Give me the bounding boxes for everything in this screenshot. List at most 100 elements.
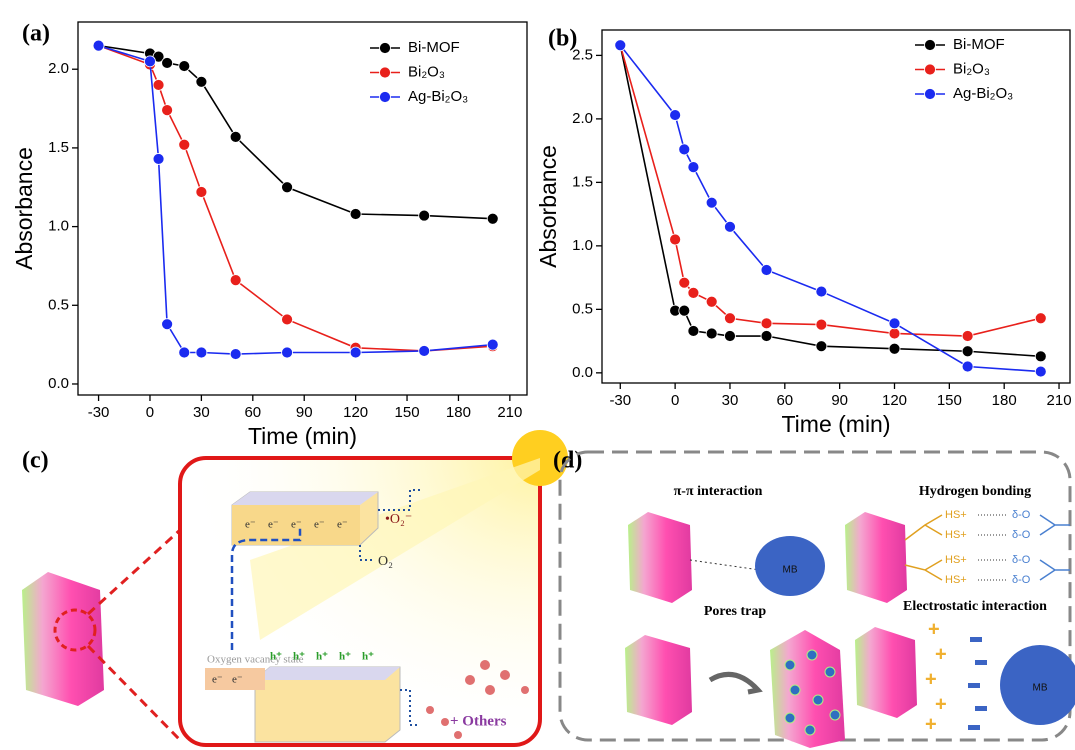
x-tick-label: 120: [343, 404, 368, 421]
trapped-molecules: [784, 649, 841, 736]
y-tick-label: 0.0: [48, 375, 69, 392]
data-point: [724, 220, 736, 233]
donor: HS+: [945, 509, 967, 521]
mb-molecule: [1000, 645, 1075, 725]
mb-label: MB: [1033, 683, 1048, 694]
mb-molecule: [755, 536, 825, 596]
plot-frame: [601, 29, 1071, 384]
donor-bonds: [904, 514, 943, 581]
data-point: [815, 318, 828, 331]
data-point: [486, 212, 499, 225]
data-point: [152, 79, 165, 91]
data-point: [1034, 312, 1047, 325]
data-point: [961, 345, 974, 358]
positive-charges: +++++: [925, 618, 947, 735]
panel-label: (a): [22, 21, 50, 47]
data-point: [888, 317, 901, 330]
crystal: [845, 512, 907, 603]
arrow: [708, 671, 763, 695]
panel-c: (c) e⁻ e⁻ e⁻ e⁻ e⁻ •O₂⁻ O₂ Oxygen vacanc…: [22, 430, 568, 747]
legend-marker: [379, 91, 391, 103]
conduction-face: [232, 505, 360, 545]
oxidation-arrow: [400, 689, 420, 726]
data-point: [760, 264, 773, 276]
vacancy-level: [205, 668, 265, 690]
block-top: [255, 667, 400, 680]
x-tick-label: 90: [831, 392, 848, 409]
mechanism-title: π-π interaction: [674, 484, 763, 499]
x-tick-label: 90: [296, 404, 313, 421]
data-point: [888, 342, 901, 355]
data-point: [486, 338, 499, 351]
hbond-dots: [978, 514, 1008, 581]
y-tick-label: 1.5: [572, 173, 593, 190]
reduction-arrow: [359, 545, 372, 561]
data-point: [195, 186, 208, 198]
data-point: [669, 233, 682, 246]
hbond-labels: HS+ HS+ HS+ HS+ δ-O δ-O δ-O δ-O: [945, 509, 1031, 586]
donor: HS+: [945, 529, 967, 541]
data-point: [888, 327, 901, 340]
crystal: [628, 512, 692, 603]
plot-frame: [77, 21, 528, 396]
legend-label: Bi₂O₃: [408, 63, 445, 80]
data-point: [724, 330, 736, 342]
data-point: [144, 55, 156, 68]
y-tick-label: 0.5: [48, 296, 69, 313]
electron: e⁻: [212, 674, 223, 686]
data-point: [92, 39, 105, 52]
y-tick-label: 2.5: [572, 46, 593, 63]
y-tick-label: 0.0: [572, 364, 593, 381]
transfer-arrow: [230, 525, 302, 650]
hole: h⁺: [339, 651, 351, 663]
x-tick-label: 210: [1047, 392, 1072, 409]
data-point: [229, 274, 242, 287]
reduction-arrow: [378, 489, 420, 511]
vacancy-label: Oxygen vacancy state: [207, 654, 304, 666]
x-tick-label: 30: [193, 404, 210, 421]
x-tick-label: 120: [882, 392, 907, 409]
data-point: [1034, 350, 1047, 363]
data-point: [349, 208, 362, 220]
data-point: [178, 60, 191, 72]
hole: h⁺: [362, 651, 374, 663]
superoxide: •O₂⁻: [385, 512, 412, 527]
x-tick-label: 0: [671, 392, 679, 409]
svg-text:+: +: [925, 668, 937, 690]
mechanism-title: Electrostatic interaction: [903, 599, 1047, 614]
negative-charges: [968, 637, 987, 730]
svg-text:+: +: [935, 643, 947, 665]
x-tick-label: 0: [146, 404, 154, 421]
electron: e⁻: [268, 519, 279, 531]
y-tick-label: 2.0: [572, 110, 593, 127]
legend-marker: [379, 66, 391, 79]
data-point: [760, 317, 773, 330]
electron: e⁻: [291, 519, 302, 531]
data-point: [705, 295, 718, 308]
data-point: [195, 346, 208, 359]
legend-marker: [924, 63, 936, 76]
data-point: [961, 330, 974, 342]
svg-text:+: +: [935, 693, 947, 715]
x-tick-label: -30: [609, 392, 631, 409]
data-point: [418, 209, 431, 222]
crystal: [625, 635, 692, 725]
y-tick-label: 1.0: [48, 218, 69, 235]
x-axis-title: Time (min): [248, 423, 357, 449]
x-axis-title: Time (min): [781, 411, 890, 437]
x-tick-label: 150: [395, 404, 420, 421]
data-point: [229, 130, 242, 143]
zoom-circle: [53, 608, 97, 652]
legend-label: Bi-MOF: [408, 39, 460, 56]
data-point: [705, 327, 718, 340]
x-tick-label: 180: [992, 392, 1017, 409]
panel-d: (d) π-π interaction MB Hydrogen bonding …: [553, 448, 1075, 748]
svg-text:+: +: [925, 713, 937, 735]
legend-marker: [379, 42, 391, 54]
electron: e⁻: [245, 519, 256, 531]
x-tick-label: -30: [88, 404, 110, 421]
data-point: [281, 181, 293, 194]
molecule: [426, 660, 529, 739]
data-point: [178, 346, 191, 359]
